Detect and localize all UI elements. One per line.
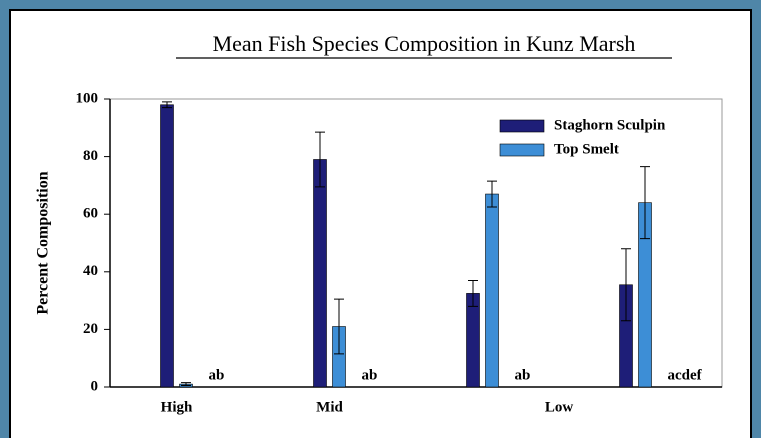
annotation: ab bbox=[209, 367, 225, 383]
error-bar bbox=[640, 166, 650, 240]
y-tick-label: 60 bbox=[83, 206, 98, 222]
legend-swatch bbox=[499, 143, 545, 157]
y-tick-label: 40 bbox=[83, 263, 98, 279]
legend-label: Top Smelt bbox=[554, 141, 619, 157]
bar bbox=[485, 193, 499, 388]
chart-title: Mean Fish Species Composition in Kunz Ma… bbox=[213, 31, 636, 56]
x-group-label: Low bbox=[545, 399, 574, 415]
y-tick-label: 100 bbox=[76, 90, 99, 106]
error-bar bbox=[334, 298, 344, 355]
error-bar bbox=[315, 131, 325, 188]
error-bar bbox=[162, 101, 172, 109]
bar bbox=[313, 159, 327, 388]
error-bar bbox=[468, 279, 478, 307]
annotation: acdef bbox=[668, 367, 703, 383]
legend-swatch bbox=[499, 119, 545, 133]
bar bbox=[160, 104, 174, 388]
annotation: ab bbox=[362, 367, 378, 383]
y-tick-label: 80 bbox=[83, 148, 98, 164]
legend-label: Staghorn Sculpin bbox=[554, 117, 666, 133]
x-tick-label: High bbox=[161, 399, 193, 415]
x-tick-label: Mid bbox=[316, 399, 343, 415]
y-axis-label: Percent Composition bbox=[35, 171, 52, 314]
error-bar bbox=[181, 382, 191, 387]
y-tick-label: 0 bbox=[91, 378, 99, 394]
error-bar bbox=[487, 180, 497, 208]
y-tick-label: 20 bbox=[83, 321, 98, 337]
bar bbox=[466, 293, 480, 388]
error-bar bbox=[621, 248, 631, 322]
annotation: ab bbox=[515, 367, 531, 383]
